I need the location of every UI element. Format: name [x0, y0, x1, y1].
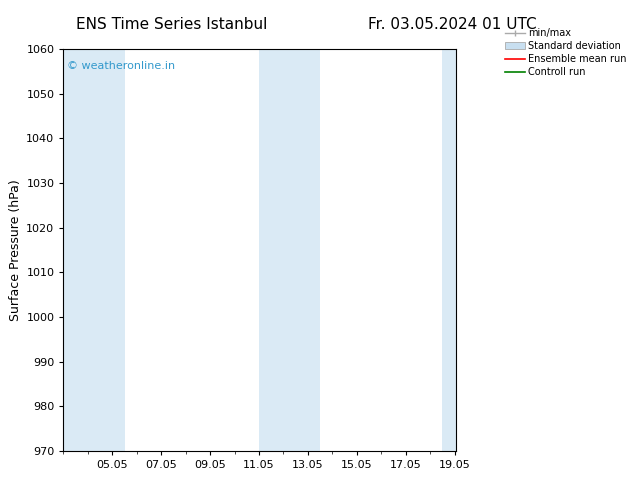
Text: Fr. 03.05.2024 01 UTC: Fr. 03.05.2024 01 UTC: [368, 17, 536, 32]
Bar: [88, 49, 124, 451]
Bar: [271, 49, 320, 451]
Text: © weatheronline.in: © weatheronline.in: [67, 61, 176, 71]
Bar: [259, 49, 271, 451]
Bar: [63, 49, 88, 451]
Bar: [443, 49, 456, 451]
Text: ENS Time Series Istanbul: ENS Time Series Istanbul: [76, 17, 268, 32]
Y-axis label: Surface Pressure (hPa): Surface Pressure (hPa): [9, 179, 22, 321]
Legend: min/max, Standard deviation, Ensemble mean run, Controll run: min/max, Standard deviation, Ensemble me…: [501, 24, 631, 81]
